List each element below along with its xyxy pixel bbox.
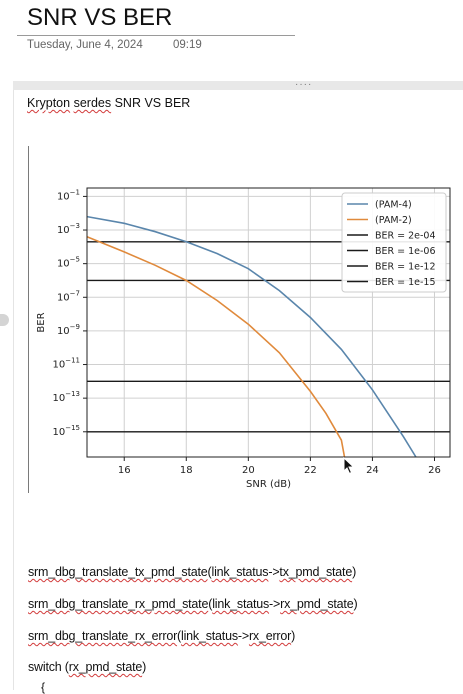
code-token: link_status [212, 597, 270, 611]
code-token: -> [237, 629, 249, 643]
x-axis-label: SNR (dB) [246, 479, 291, 490]
chart-series [86, 215, 417, 458]
heading-rest: SNR VS BER [114, 96, 191, 110]
series-line [86, 215, 417, 458]
legend-label: BER = 1e-15 [375, 277, 436, 288]
code-token: srm_dbg_translate_rx_pmd_state [28, 597, 209, 611]
code-token: ) [291, 629, 296, 643]
x-tick-label: 20 [242, 465, 255, 476]
code-token: srm_dbg_translate_tx_pmd_state [28, 565, 208, 579]
code-line[interactable]: srm_dbg_translate_tx_pmd_state(link_stat… [28, 565, 356, 579]
code-token: srm_dbg_translate_rx_error [28, 629, 178, 643]
page-time: 09:19 [173, 39, 202, 51]
code-token: rx_pmd_state [68, 660, 143, 674]
page-date: Tuesday, June 4, 2024 [27, 39, 143, 51]
mouse-cursor-icon [343, 457, 355, 475]
legend-label: (PAM-4) [375, 200, 412, 211]
content-container-bar[interactable] [13, 81, 463, 90]
code-token: link_status [211, 565, 269, 579]
legend-label: (PAM-2) [375, 215, 412, 226]
code-token: rx_pmd_state [280, 597, 354, 611]
x-tick-label: 24 [366, 465, 379, 476]
series-line [86, 236, 346, 458]
y-axis-label: BER [36, 312, 47, 332]
y-tick-label: 10−1 [57, 188, 80, 202]
code-line[interactable]: switch (rx_pmd_state) [28, 660, 146, 674]
legend-label: BER = 1e-12 [375, 262, 436, 273]
drag-handle-icon[interactable]: ···· [295, 79, 313, 90]
x-tick-label: 22 [304, 465, 317, 476]
y-tick-label: 10−5 [57, 256, 80, 270]
code-token: ( [208, 597, 213, 611]
content-left-border [13, 90, 14, 690]
code-token: ) [353, 597, 358, 611]
legend-label: BER = 2e-04 [375, 231, 436, 242]
note-heading[interactable]: Krypton serdes SNR VS BER [27, 96, 190, 110]
heading-word-krypton: Krypton [27, 96, 71, 110]
code-token: ) [352, 565, 357, 579]
code-token: -> [268, 565, 280, 579]
y-tick-label: 10−9 [57, 323, 80, 337]
title-divider [17, 35, 295, 36]
legend-label: BER = 1e-06 [375, 246, 436, 257]
y-tick-label: 10−7 [57, 289, 80, 303]
code-line[interactable]: srm_dbg_translate_rx_pmd_state(link_stat… [28, 597, 358, 611]
code-token: tx_pmd_state [279, 565, 353, 579]
heading-word-serdes: serdes [73, 96, 112, 110]
code-brace[interactable]: { [41, 680, 46, 694]
code-token: ( [207, 565, 212, 579]
side-panel-tab[interactable] [0, 314, 9, 326]
code-token: -> [269, 597, 281, 611]
figure-frame-line [28, 146, 29, 493]
chart-legend: (PAM-4) (PAM-2) BER = 2e-04 BER = 1e-06 BER … [341, 192, 447, 293]
x-tick-label: 18 [180, 465, 193, 476]
code-line[interactable]: srm_dbg_translate_rx_error(link_status->… [28, 629, 295, 643]
x-tick-label: 26 [428, 465, 441, 476]
code-token: switch ( [28, 660, 69, 674]
code-token: link_status [181, 629, 238, 643]
plot-area-border [86, 187, 451, 458]
x-tick-label: 16 [118, 465, 131, 476]
y-tick-label: 10−3 [57, 222, 80, 236]
code-token: rx_error [248, 629, 292, 643]
y-tick-label: 10−15 [52, 424, 80, 438]
y-tick-label: 10−13 [52, 390, 80, 404]
page-title[interactable]: SNR VS BER [27, 4, 173, 31]
y-tick-label: 10−11 [52, 357, 80, 371]
code-token: ) [142, 660, 147, 674]
code-token: ( [177, 629, 182, 643]
legend-box [341, 192, 447, 293]
